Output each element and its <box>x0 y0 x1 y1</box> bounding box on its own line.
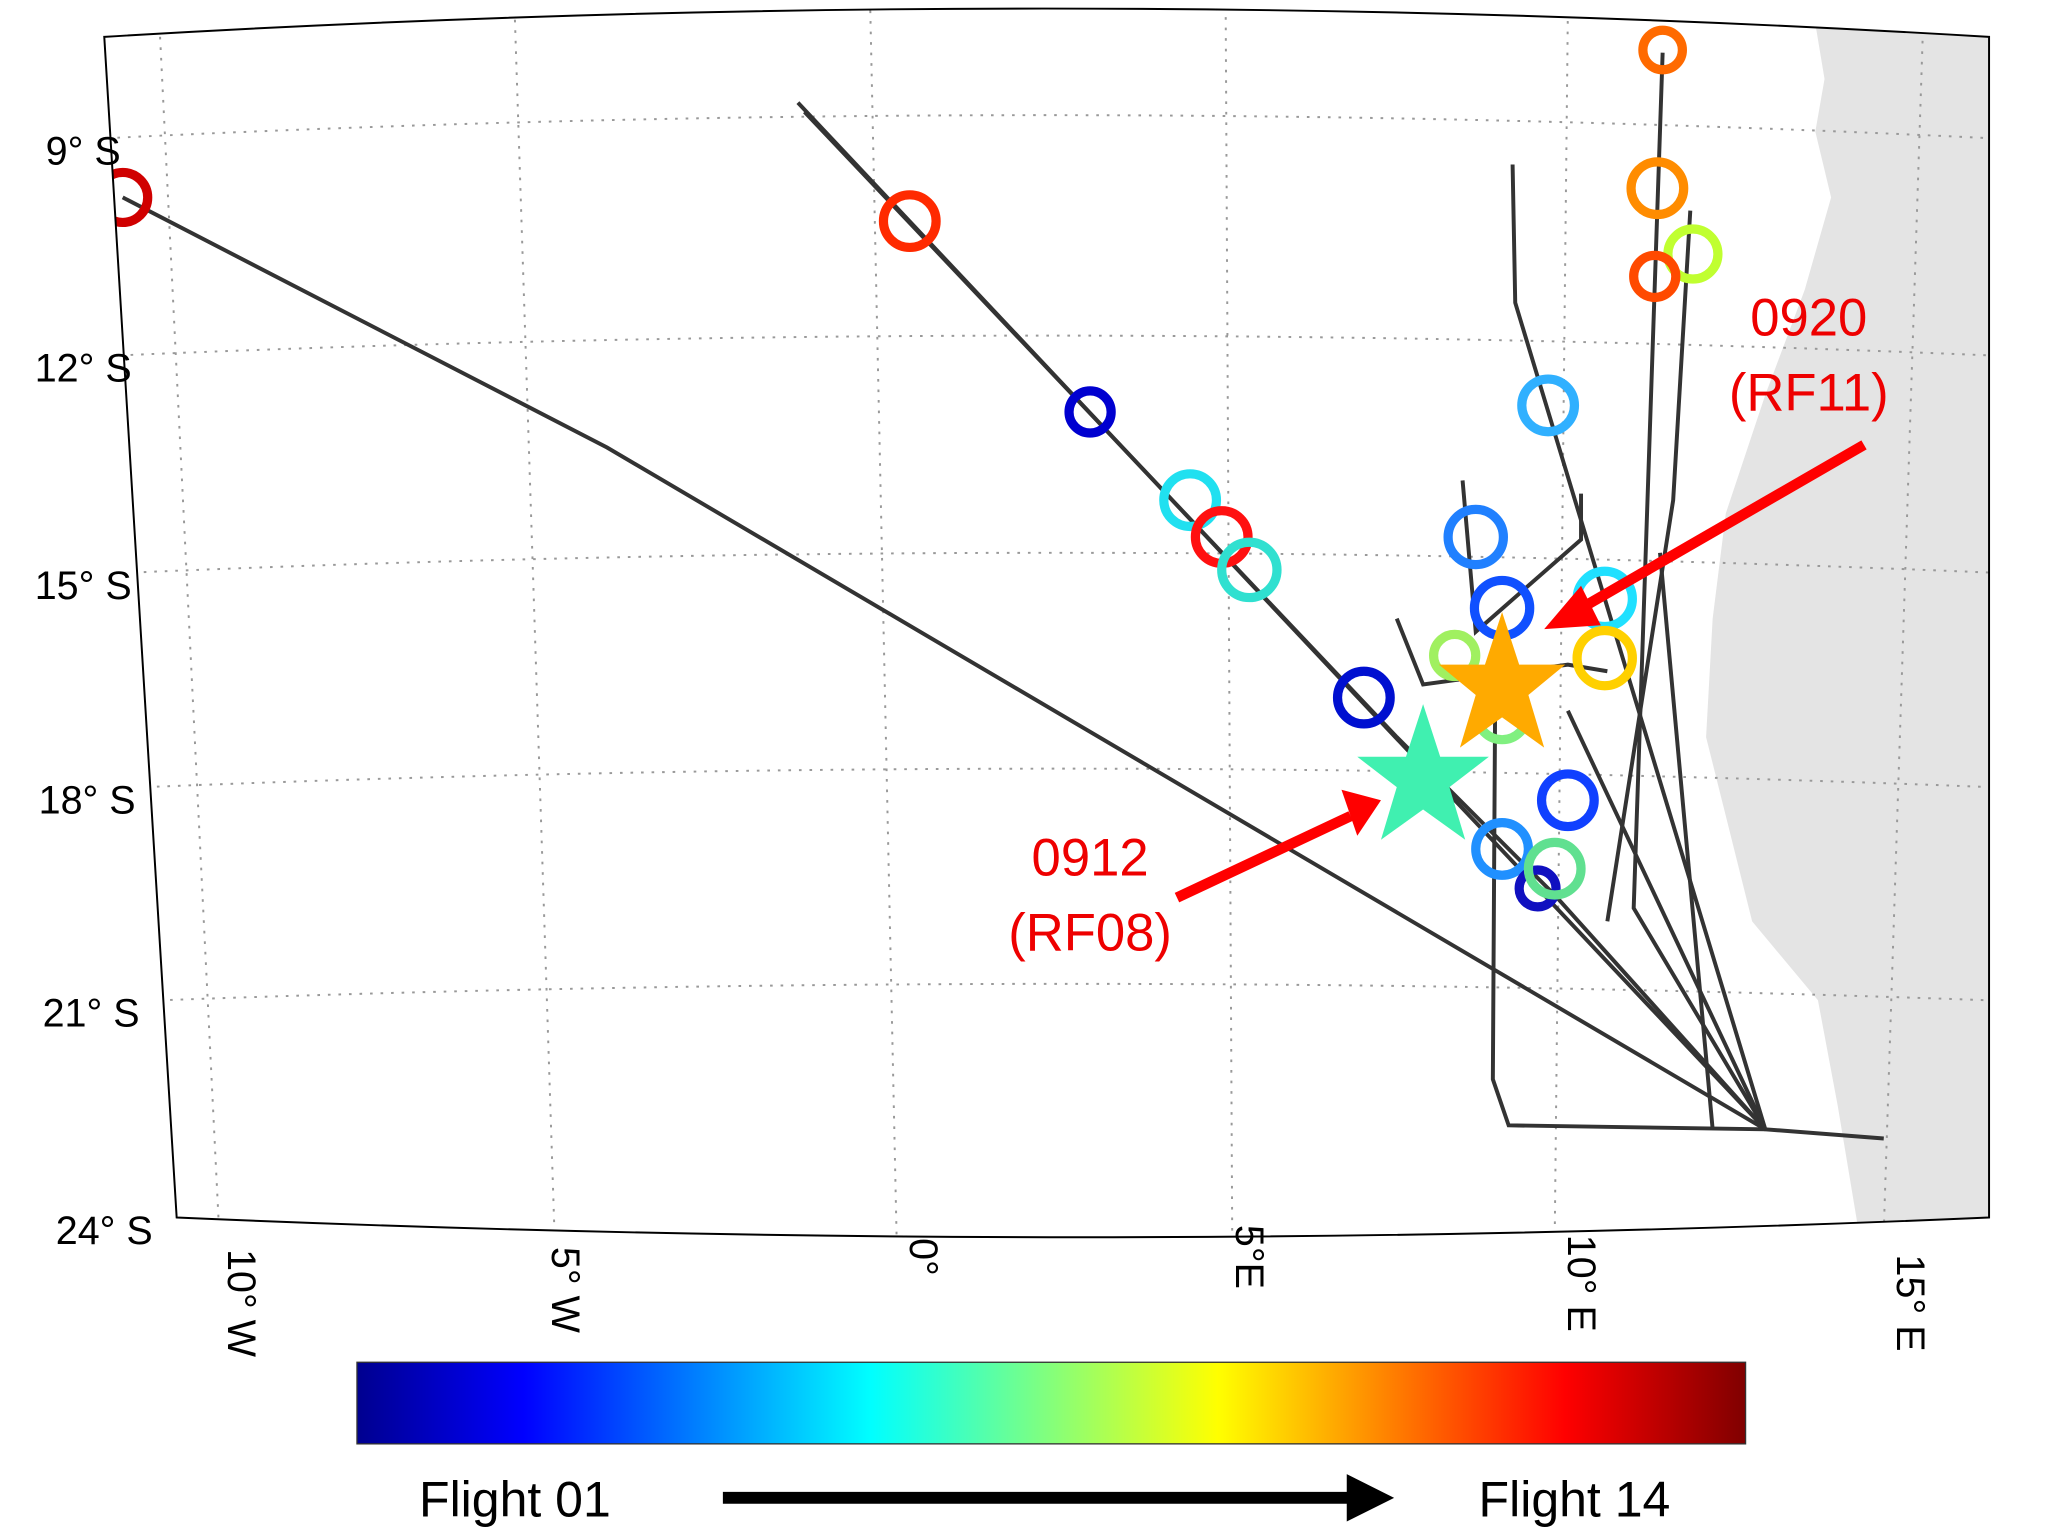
annotation-line: 0912 <box>1032 828 1149 887</box>
lon-label: 0° <box>901 1238 945 1276</box>
colorbar-start-label: Flight 01 <box>419 1471 611 1527</box>
lat-label: 18° S <box>39 778 136 822</box>
lon-label: 10° E <box>1559 1235 1603 1332</box>
lat-label: 21° S <box>43 992 140 1036</box>
colorbar <box>356 1361 1747 1445</box>
lon-label: 5° W <box>543 1247 587 1334</box>
star-0920 <box>1438 612 1566 748</box>
colorbar-end-label: Flight 14 <box>1479 1471 1671 1527</box>
lat-label: 12° S <box>35 347 132 391</box>
annotation-line: (RF08) <box>1008 903 1172 962</box>
flight-markers <box>104 25 1723 912</box>
lon-label: 15° E <box>1888 1255 1932 1352</box>
annotation-line: (RF11) <box>1729 364 1889 423</box>
land <box>1706 8 1990 1225</box>
star-0912 <box>1357 704 1489 840</box>
lat-label: 15° S <box>35 564 132 608</box>
annotation-line: 0920 <box>1750 289 1867 348</box>
map-area <box>104 8 1990 1238</box>
flight-tracks <box>121 52 1884 1141</box>
arrowhead <box>1346 1474 1395 1522</box>
annotation-arrows <box>1174 440 1867 903</box>
lon-label: 5°E <box>1227 1225 1271 1289</box>
lon-label: 10° W <box>219 1249 263 1358</box>
lat-label: 9° S <box>46 130 121 174</box>
map-frame <box>103 7 1991 1239</box>
lat-label: 24° S <box>56 1209 153 1253</box>
graticule <box>106 8 1990 1238</box>
